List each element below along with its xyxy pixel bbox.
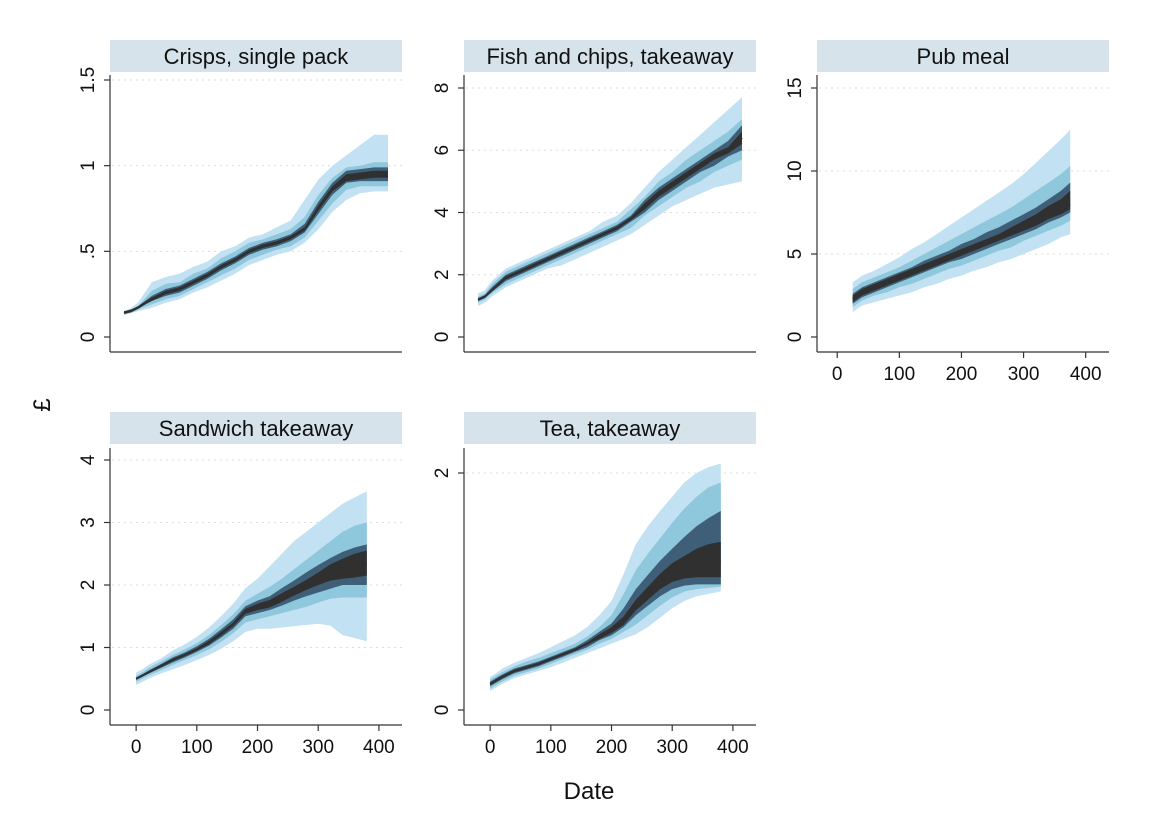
y-tick-label: 4 [78,454,99,465]
y-tick-label: 3 [78,517,99,528]
panel-strip [464,412,756,444]
x-tick-label: 0 [485,737,496,758]
x-tick-label: 0 [131,737,142,758]
x-tick-label: 400 [1070,364,1102,385]
y-tick-label: 4 [432,207,453,218]
y-tick-label: 0 [78,332,99,343]
median-line [852,203,1071,300]
y-tick-label: 8 [432,83,453,94]
y-tick-label: 15 [785,77,806,98]
band-core [124,170,388,313]
x-tick-label: 0 [832,364,843,385]
y-tick-label: 2 [432,468,453,479]
panels-group: Crisps, single pack 0 .5 1 1.5 Fish and chips… [78,40,1109,758]
band-outer [124,134,388,315]
band-core [490,541,721,686]
band-inner [490,510,721,687]
y-tick-label: .5 [78,243,99,259]
y-tick-label: 0 [432,332,453,343]
panel-title: Fish and chips, takeaway [486,44,733,69]
median-line [489,560,721,685]
panel-strip [110,40,402,72]
x-tick-label: 300 [302,737,334,758]
x-tick-label: 300 [656,737,688,758]
panel: Pub meal 0 5 10 15 0 100 200 300 400 [785,40,1109,385]
y-tick-label: 0 [785,332,806,343]
band-outer [136,491,367,685]
x-tick-label: 100 [535,737,567,758]
band-outer [478,97,742,306]
y-tick-label: 5 [785,249,806,260]
panel-strip [110,412,402,444]
panel-title: Tea, takeaway [540,416,681,441]
panel: Fish and chips, takeaway 0 2 4 6 8 [432,40,756,353]
y-tick-label: 2 [78,580,99,591]
x-tick-label: 400 [717,737,749,758]
y-tick-label: 10 [785,160,806,181]
panel: Crisps, single pack 0 .5 1 1.5 [78,40,402,353]
y-tick-label: 1 [78,160,99,171]
panel-strip [464,40,756,72]
y-tick-label: 1 [78,642,99,653]
y-tick-label: 0 [78,705,99,716]
panel-strip [817,40,1109,72]
x-tick-label: 400 [363,737,395,758]
median-line [135,562,368,680]
y-tick-label: 6 [432,145,453,156]
panel: Sandwich takeaway 0 1 2 3 4 0 100 200 300 400 [78,412,402,758]
band-mid [478,119,742,303]
y-tick-label: 2 [432,269,453,280]
x-tick-label: 300 [1008,364,1040,385]
panel: Tea, takeaway 0 2 0 100 200 300 400 [432,412,756,758]
y-tick-label: 1.5 [78,67,99,93]
band-mid [136,522,367,682]
band-outer [490,463,721,691]
median-line [477,137,743,301]
y-tick-label: 0 [432,705,453,716]
x-tick-label: 200 [946,364,978,385]
y-axis-label: £ [29,398,56,411]
x-tick-label: 200 [596,737,628,758]
panel-title: Pub meal [917,44,1010,69]
x-tick-label: 100 [181,737,213,758]
x-tick-label: 200 [242,737,274,758]
median-line [123,173,388,314]
panel-title: Crisps, single pack [164,44,350,69]
x-axis-label: Date [564,778,615,805]
panel-title: Sandwich takeaway [159,416,353,441]
x-tick-label: 100 [883,364,915,385]
